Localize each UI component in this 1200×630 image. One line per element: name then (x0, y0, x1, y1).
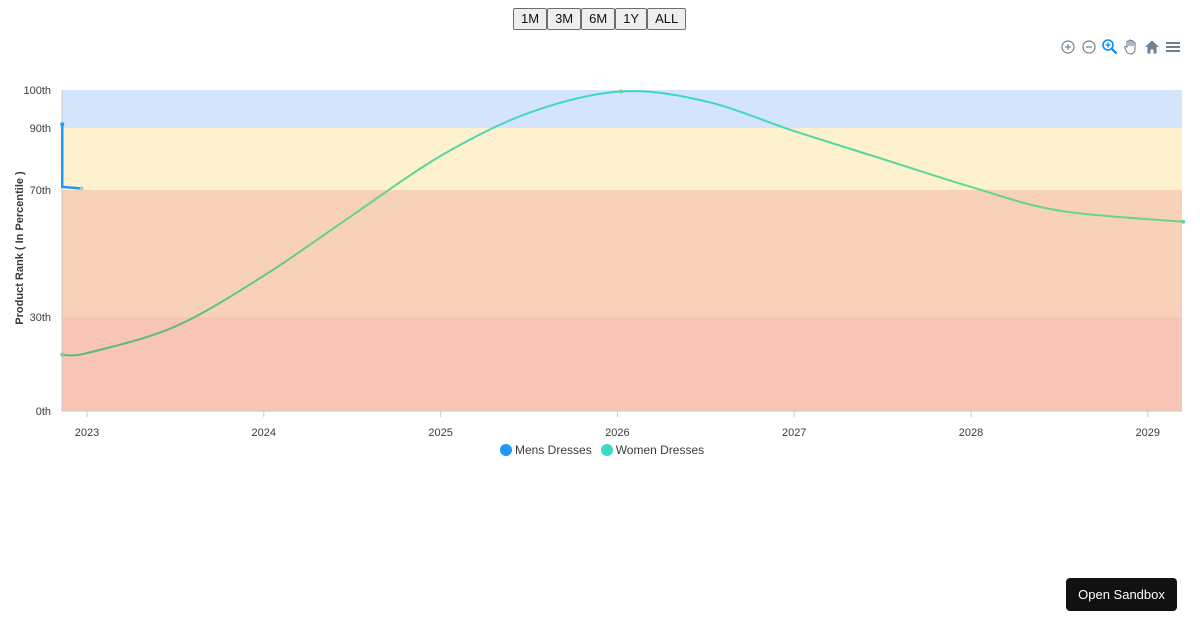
series-line-mens-dresses (60, 124, 82, 190)
pan-hand-icon[interactable] (1121, 37, 1141, 57)
data-point (60, 122, 65, 127)
legend-label: Women Dresses (615, 443, 705, 457)
band-70-90 (62, 128, 1182, 190)
y-tick-label: 0th (36, 406, 51, 418)
legend-label: Mens Dresses (515, 443, 592, 457)
band-90-100 (62, 90, 1182, 128)
band-0-30 (62, 317, 1182, 411)
chart-axes: 0th 30th 70th 90th 100th 2023 2024 2025 2026 2027… (23, 85, 1182, 439)
data-point (60, 352, 65, 357)
range-3m-button[interactable]: 3M (547, 8, 582, 30)
legend-item-mens-dresses[interactable]: Mens Dresses (500, 443, 592, 457)
zoom-out-icon[interactable] (1079, 37, 1099, 57)
range-selector: 1M 3M 6M 1Y ALL (513, 8, 687, 30)
legend-marker (500, 444, 512, 456)
selection-zoom-icon[interactable] (1100, 37, 1120, 57)
chart-toolbar (1057, 37, 1183, 57)
x-tick-label: 2024 (252, 427, 276, 439)
legend-item-women-dresses[interactable]: Women Dresses (600, 443, 705, 457)
open-sandbox-button[interactable]: Open Sandbox (1066, 578, 1177, 611)
y-tick-label: 70th (30, 185, 51, 197)
x-tick-label: 2029 (1136, 427, 1160, 439)
y-tick-label: 100th (23, 85, 51, 97)
y-tick-label: 30th (30, 312, 51, 324)
chart-legend: Mens Dresses Women Dresses (500, 443, 713, 457)
x-tick-label: 2027 (782, 427, 806, 439)
series-line-women-dresses (62, 90, 1184, 357)
data-point (618, 89, 623, 94)
reset-home-icon[interactable] (1142, 37, 1162, 57)
band-30-70 (62, 190, 1182, 317)
x-tick-label: 2026 (605, 427, 629, 439)
y-axis-title: Product Rank ( In Percentile ) (14, 171, 26, 325)
percentile-bands (62, 90, 1182, 411)
x-tick-label: 2023 (75, 427, 99, 439)
data-point (79, 186, 84, 191)
range-1m-button[interactable]: 1M (513, 8, 548, 30)
zoom-in-icon[interactable] (1058, 37, 1078, 57)
range-1y-button[interactable]: 1Y (615, 8, 648, 30)
data-point (1181, 219, 1186, 224)
legend-marker (600, 444, 613, 456)
range-6m-button[interactable]: 6M (581, 8, 616, 30)
y-tick-label: 90th (30, 123, 51, 135)
x-tick-label: 2028 (959, 427, 983, 439)
chart-series (60, 89, 1186, 357)
range-all-button[interactable]: ALL (647, 8, 687, 30)
menu-icon[interactable] (1163, 37, 1183, 57)
x-tick-label: 2025 (428, 427, 452, 439)
